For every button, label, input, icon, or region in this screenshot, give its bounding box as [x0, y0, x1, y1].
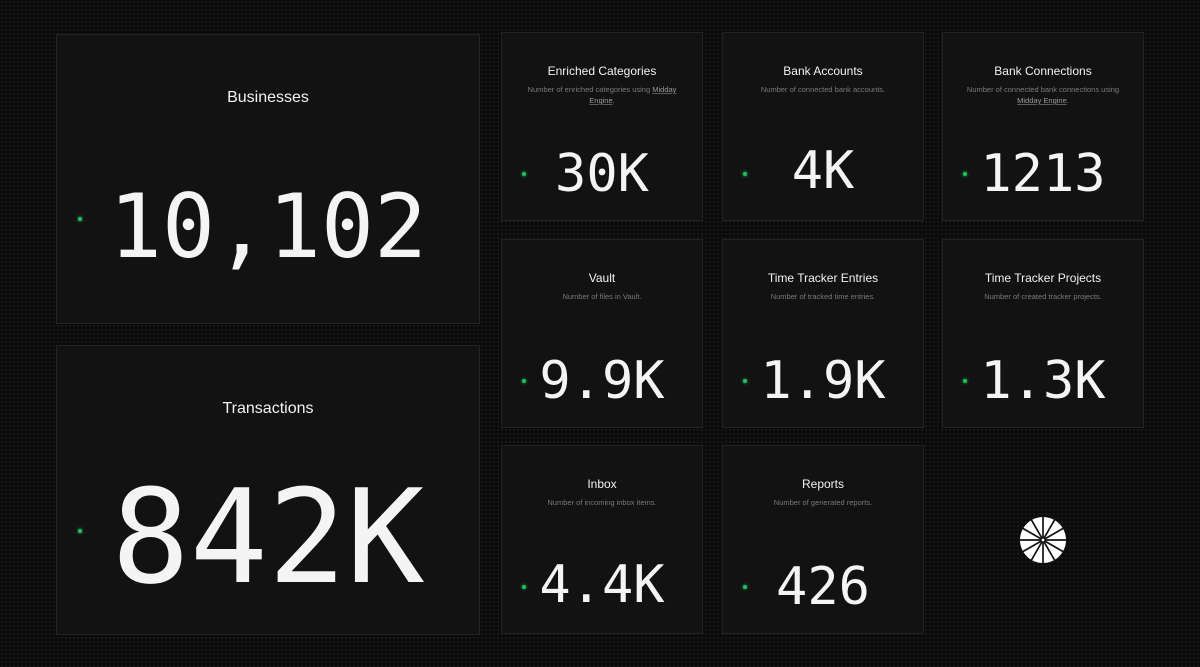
live-indicator-icon [78, 529, 82, 533]
live-indicator-icon [78, 217, 82, 221]
transactions-title: Transactions [222, 400, 314, 417]
time-tracker-entries-title: Time Tracker Entries [767, 271, 879, 285]
bank-connections-card: Bank Connections Number of connected ban… [942, 32, 1144, 221]
bank-connections-title: Bank Connections [994, 64, 1092, 78]
live-indicator-icon [522, 585, 526, 589]
midday-engine-link[interactable]: Midday Engine [589, 85, 677, 105]
live-indicator-icon [963, 172, 967, 176]
inbox-title: Inbox [587, 477, 617, 491]
time-tracker-projects-title: Time Tracker Projects [984, 271, 1102, 285]
bank-accounts-value: 4K [791, 141, 855, 201]
reports-value: 426 [776, 557, 870, 617]
live-indicator-icon [522, 379, 526, 383]
time-tracker-entries-card: Time Tracker Entries Number of tracked t… [722, 239, 924, 428]
enriched-categories-title: Enriched Categories [547, 64, 657, 78]
midday-engine-link[interactable]: Midday Engine [1017, 96, 1067, 105]
vault-description: Number of files in Vault. [562, 292, 642, 301]
bank-accounts-description: Number of connected bank accounts. [760, 85, 886, 94]
live-indicator-icon [743, 172, 747, 176]
live-indicator-icon [743, 379, 747, 383]
transactions-value: 842K [111, 461, 425, 613]
live-indicator-icon [743, 585, 747, 589]
midday-logo-icon [1019, 516, 1067, 564]
inbox-card: Inbox Number of incoming inbox items. 4.… [501, 445, 703, 634]
reports-description: Number of generated reports. [773, 498, 873, 507]
enriched-categories-description: Number of enriched categories using Midd… [527, 85, 677, 105]
transactions-card: Transactions 842K [56, 345, 480, 635]
time-tracker-projects-description: Number of created tracker projects. [984, 292, 1102, 301]
live-indicator-icon [522, 172, 526, 176]
bank-connections-value: 1213 [980, 144, 1106, 204]
businesses-value: 10,102 [109, 175, 427, 278]
inbox-description: Number of incoming inbox items. [547, 498, 657, 507]
reports-title: Reports [801, 477, 845, 491]
time-tracker-entries-value: 1.9K [760, 351, 886, 411]
time-tracker-projects-value: 1.3K [980, 351, 1106, 411]
enriched-categories-card: Enriched Categories Number of enriched c… [501, 32, 703, 221]
bank-accounts-card: Bank Accounts Number of connected bank a… [722, 32, 924, 221]
live-indicator-icon [963, 379, 967, 383]
businesses-title: Businesses [227, 89, 309, 106]
vault-value: 9.9K [539, 351, 665, 411]
reports-card: Reports Number of generated reports. 426 [722, 445, 924, 634]
businesses-card: Businesses 10,102 [56, 34, 480, 324]
vault-card: Vault Number of files in Vault. 9.9K [501, 239, 703, 428]
vault-title: Vault [588, 271, 616, 285]
inbox-value: 4.4K [539, 555, 665, 615]
time-tracker-entries-description: Number of tracked time entries. [770, 292, 876, 301]
enriched-categories-value: 30K [555, 144, 649, 204]
time-tracker-projects-card: Time Tracker Projects Number of created … [942, 239, 1144, 428]
bank-connections-description: Number of connected bank connections usi… [966, 85, 1120, 105]
bank-accounts-title: Bank Accounts [783, 64, 863, 78]
